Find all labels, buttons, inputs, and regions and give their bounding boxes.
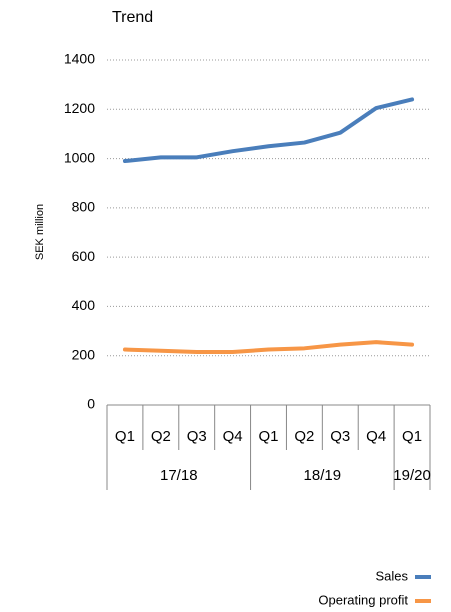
y-tick-label: 200 [72,346,96,362]
group-label: 19/20 [393,467,431,484]
x-tick-label: Q1 [402,428,422,445]
x-tick-label: Q4 [366,428,386,445]
x-tick-label: Q4 [223,428,243,445]
legend-label: Sales [375,568,408,583]
x-tick-label: Q1 [258,428,278,445]
y-tick-label: 1000 [64,149,95,165]
x-tick-label: Q2 [151,428,171,445]
chart-title: Trend [112,9,153,26]
x-tick-label: Q2 [294,428,314,445]
group-label: 17/18 [160,467,198,484]
y-tick-label: 1200 [64,100,95,116]
y-axis-label: SEK million [34,204,46,260]
y-tick-label: 800 [72,199,96,215]
y-tick-label: 400 [72,297,96,313]
x-tick-label: Q1 [115,428,135,445]
series-line [122,340,415,355]
x-tick-label: Q3 [187,428,207,445]
y-tick-label: 600 [72,248,96,264]
series-line [122,97,415,164]
y-tick-label: 0 [87,396,95,412]
y-tick-label: 1400 [64,51,95,67]
legend-label: Operating profit [318,592,408,607]
x-tick-label: Q3 [330,428,350,445]
group-label: 18/19 [304,467,342,484]
